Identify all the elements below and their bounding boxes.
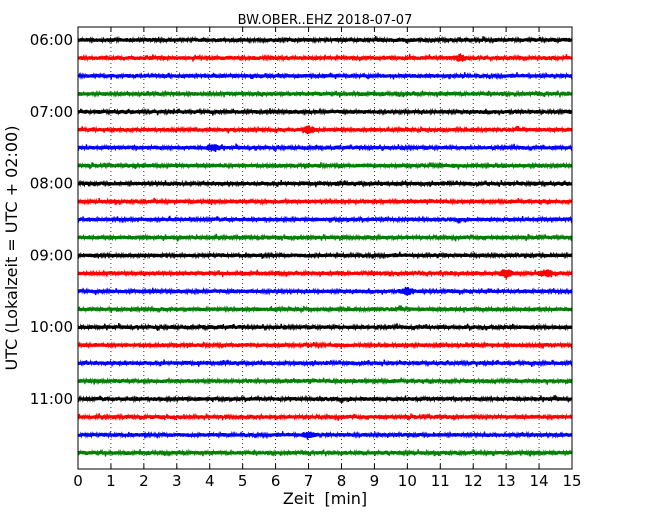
y-tick-label: 08:00 bbox=[30, 175, 73, 193]
trace-line bbox=[77, 35, 573, 45]
trace-line bbox=[77, 430, 573, 440]
chart-title: BW.OBER..EHZ 2018-07-07 bbox=[238, 13, 413, 28]
x-tick-label: 12 bbox=[464, 472, 483, 490]
x-tick-label: 5 bbox=[238, 472, 248, 490]
x-tick-label: 9 bbox=[370, 472, 380, 490]
x-tick-label: 13 bbox=[497, 472, 516, 490]
trace-line bbox=[77, 215, 573, 224]
x-tick-label: 3 bbox=[172, 472, 182, 490]
trace-line bbox=[77, 125, 573, 135]
trace-line bbox=[77, 322, 573, 332]
trace-line bbox=[77, 53, 573, 63]
trace-line bbox=[77, 107, 573, 117]
seismic-traces bbox=[77, 35, 573, 457]
trace-line bbox=[77, 340, 573, 350]
x-tick-label: 11 bbox=[431, 472, 450, 490]
trace-line bbox=[77, 304, 573, 314]
x-tick-label: 7 bbox=[304, 472, 314, 490]
trace-line bbox=[77, 71, 573, 81]
trace-line bbox=[77, 448, 573, 457]
trace-line bbox=[77, 143, 573, 152]
y-tick-label: 09:00 bbox=[30, 246, 73, 264]
y-tick-label: 06:00 bbox=[30, 31, 73, 49]
plot-frame bbox=[77, 26, 573, 470]
trace-line bbox=[77, 376, 573, 386]
trace-line bbox=[77, 286, 573, 296]
x-tick-label: 0 bbox=[73, 472, 83, 490]
trace-line bbox=[77, 179, 573, 188]
x-tick-label: 6 bbox=[271, 472, 281, 490]
x-tick-label: 4 bbox=[205, 472, 215, 490]
trace-line bbox=[77, 394, 573, 404]
trace-line bbox=[77, 269, 573, 279]
y-tick-label: 10:00 bbox=[30, 318, 73, 336]
trace-line bbox=[77, 412, 573, 422]
trace-line bbox=[77, 358, 573, 368]
x-tick-label: 1 bbox=[106, 472, 116, 490]
x-axis-label: Zeit [min] bbox=[283, 489, 367, 508]
grid-lines bbox=[110, 27, 540, 469]
y-tick-label: 07:00 bbox=[30, 103, 73, 121]
trace-line bbox=[77, 233, 573, 242]
x-tick-label: 15 bbox=[562, 472, 581, 490]
trace-line bbox=[77, 89, 573, 98]
y-axis-label: UTC (Lokalzeit = UTC + 02:00) bbox=[2, 126, 21, 371]
x-tick-label: 10 bbox=[398, 472, 417, 490]
y-axis-ticks: 06:00 07:00 08:00 09:00 10:00 11:00 bbox=[30, 31, 83, 408]
x-tick-label: 2 bbox=[139, 472, 149, 490]
trace-line bbox=[77, 197, 573, 206]
x-tick-label: 14 bbox=[530, 472, 549, 490]
x-tick-label: 8 bbox=[337, 472, 347, 490]
trace-line bbox=[77, 251, 573, 260]
y-tick-label: 11:00 bbox=[30, 390, 73, 408]
trace-line bbox=[77, 161, 573, 170]
x-axis-ticks: 0 1 2 3 4 5 6 7 8 9 10 11 12 13 14 15 bbox=[73, 27, 582, 490]
